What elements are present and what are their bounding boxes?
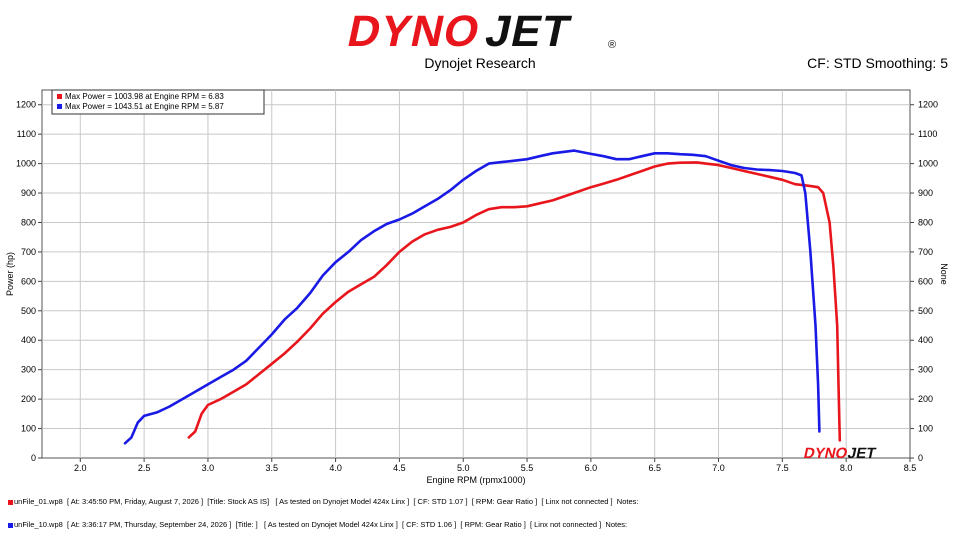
footer-run-2: unFile_10.wp8 [ At: 3:36:17 PM, Thursday… — [8, 520, 627, 529]
y-tick-label-left: 200 — [21, 394, 36, 404]
footer-run-2-text: unFile_10.wp8 [ At: 3:36:17 PM, Thursday… — [14, 520, 628, 529]
x-tick-label: 4.5 — [393, 463, 406, 473]
y-tick-label-right: 0 — [918, 453, 923, 463]
y-tick-label-left: 1100 — [17, 129, 36, 139]
watermark-text-dyno: DYNO — [802, 445, 849, 462]
y-tick-label-right: 1000 — [918, 159, 938, 169]
y-axis-label: Power (hp) — [5, 252, 15, 296]
svg-text:DYNO: DYNO — [343, 7, 484, 54]
footer-run-1-text: unFile_01.wp8 [ At: 3:45:50 PM, Friday, … — [14, 497, 639, 506]
y-tick-label-left: 900 — [21, 188, 36, 198]
x-tick-label: 6.0 — [585, 463, 598, 473]
y-tick-label-left: 0 — [31, 453, 36, 463]
y-tick-label-left: 400 — [21, 335, 36, 345]
y-tick-label-right: 1200 — [918, 100, 938, 110]
legend-entry-2: Max Power = 1043.51 at Engine RPM = 5.87 — [65, 102, 224, 111]
svg-text:®: ® — [608, 39, 616, 51]
legend-entry-1: Max Power = 1003.98 at Engine RPM = 6.83 — [65, 92, 224, 101]
y-tick-label-right: 400 — [918, 335, 933, 345]
legend-box — [51, 89, 265, 115]
x-tick-label: 5.5 — [521, 463, 534, 473]
y-tick-label-left: 1200 — [16, 100, 36, 110]
y-tick-label-right: 800 — [918, 217, 933, 227]
plot-area — [41, 89, 911, 459]
y-tick-label-left: 600 — [21, 276, 36, 286]
y-tick-label-left: 500 — [21, 306, 36, 316]
y-tick-label-right: 600 — [918, 276, 933, 286]
y2-axis-label: None — [939, 263, 949, 285]
footer-run-1: unFile_01.wp8 [ At: 3:45:50 PM, Friday, … — [8, 497, 638, 506]
x-tick-label: 2.5 — [138, 463, 151, 473]
watermark-text-jet: JET — [846, 445, 878, 462]
y-tick-label-right: 900 — [918, 188, 933, 198]
x-tick-label: 3.5 — [266, 463, 279, 473]
y-tick-label-right: 200 — [918, 394, 933, 404]
run-2-color-marker — [8, 522, 13, 528]
x-tick-label: 7.0 — [712, 463, 725, 473]
legend-swatch-2 — [57, 104, 62, 109]
x-tick-label: 7.5 — [776, 463, 789, 473]
cf-smoothing-info: CF: STD Smoothing: 5 — [807, 55, 948, 71]
dynojet-logo: DYNO JET ® — [343, 7, 616, 54]
series-line-2 — [123, 149, 821, 445]
chart-subtitle: Dynojet Research — [424, 55, 536, 71]
x-tick-label: 2.0 — [74, 463, 87, 473]
y-tick-label-left: 700 — [21, 247, 36, 257]
y-tick-label-left: 800 — [21, 217, 36, 227]
x-axis-label: Engine RPM (rpmx1000) — [426, 475, 525, 485]
x-tick-label: 8.0 — [840, 463, 853, 473]
y-tick-label-right: 300 — [918, 365, 933, 375]
x-tick-label: 3.0 — [202, 463, 215, 473]
series-line-1 — [187, 161, 842, 442]
x-tick-label: 5.0 — [457, 463, 470, 473]
y-tick-label-right: 700 — [918, 247, 933, 257]
svg-text:JET: JET — [481, 7, 575, 54]
x-tick-label: 8.5 — [904, 463, 917, 473]
x-tick-label: 6.5 — [648, 463, 661, 473]
y-tick-label-left: 100 — [21, 424, 36, 434]
run-1-color-marker — [8, 499, 13, 505]
legend-swatch-1 — [57, 94, 62, 99]
x-tick-label: 4.0 — [329, 463, 342, 473]
y-tick-label-right: 1100 — [918, 129, 937, 139]
y-tick-label-right: 500 — [918, 306, 933, 316]
y-tick-label-right: 100 — [918, 424, 933, 434]
y-tick-label-left: 1000 — [16, 159, 36, 169]
y-tick-label-left: 300 — [21, 365, 36, 375]
